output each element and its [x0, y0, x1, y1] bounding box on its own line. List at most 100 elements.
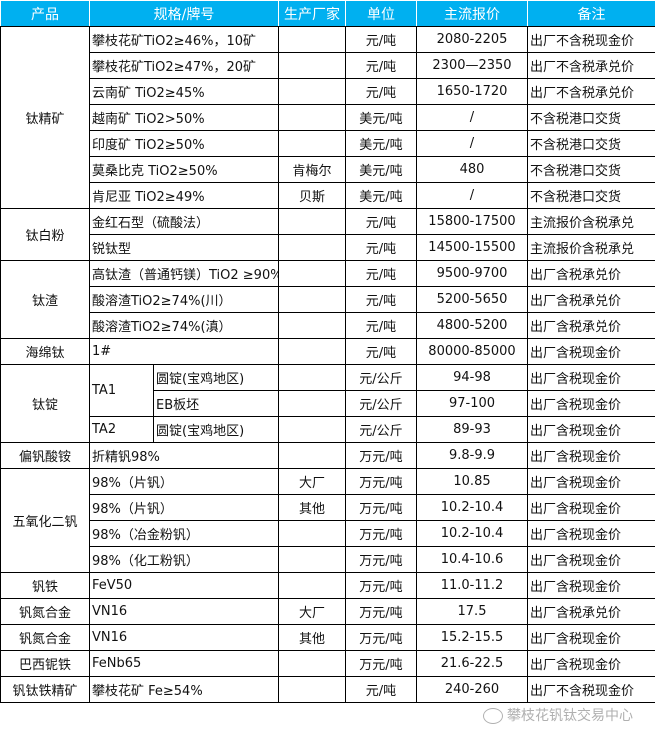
note-cell: 不含税港口交货	[527, 156, 655, 183]
note-cell: 出厂含税现金价	[527, 546, 655, 573]
table-row: 钛精矿 攀枝花矿TiO2≥46%，10矿 元/吨 2080-2205 出厂不含税现金价	[0, 26, 655, 209]
spec-cell: 攀枝花矿TiO2≥47%，20矿	[89, 52, 279, 79]
table-row: 攀枝花矿TiO2≥47%，20矿 元/吨 2300—2350 出厂不含税承兑价	[1, 52, 655, 79]
table-row: 云南矿 TiO2≥45% 元/吨 1650-1720 出厂不含税承兑价	[1, 78, 655, 105]
unit-cell: 万元/吨	[345, 520, 417, 547]
spec-cell: 酸溶渣TiO2≥74%(滇）	[89, 312, 279, 339]
maker-cell	[278, 364, 346, 391]
note-cell: 出厂含税现金价	[527, 494, 655, 521]
note-cell: 出厂含税现金价	[527, 416, 655, 443]
price-cell: 10.2-10.4	[416, 494, 528, 521]
product-cell: 钛白粉	[0, 208, 90, 261]
unit-cell: 元/公斤	[345, 416, 417, 443]
spec-cell: 高钛渣（普通钙镁）TiO2 ≥90%	[89, 260, 279, 287]
note-cell: 出厂含税现金价	[527, 650, 655, 677]
note-cell: 出厂含税现金价	[527, 364, 655, 391]
unit-cell: 元/公斤	[345, 364, 417, 391]
unit-cell: 元/吨	[345, 208, 417, 235]
price-cell: 10.85	[416, 468, 528, 495]
unit-cell: 万元/吨	[345, 624, 417, 651]
price-cell: 240-260	[416, 676, 528, 703]
table-row: 巴西铌铁 FeNb65 万元/吨 21.6-22.5 出厂含税现金价	[0, 650, 655, 677]
note-cell: 出厂含税现金价	[527, 390, 655, 417]
price-cell: 10.4-10.6	[416, 546, 528, 573]
price-cell: 4800-5200	[416, 312, 528, 339]
note-cell: 出厂不含税承兑价	[527, 52, 655, 79]
note-cell: 出厂含税承兑价	[527, 598, 655, 625]
spec-cell: 肯尼亚 TiO2≥49%	[89, 182, 279, 209]
note-cell: 出厂含税承兑价	[527, 312, 655, 339]
grade-cell: TA1	[89, 364, 154, 417]
product-cell: 钛渣	[0, 260, 90, 339]
note-cell: 出厂不含税现金价	[527, 26, 655, 53]
price-cell: 5200-5650	[416, 286, 528, 313]
price-cell: 94-98	[416, 364, 528, 391]
spec-cell: EB板坯	[153, 390, 279, 417]
maker-cell: 其他	[278, 624, 346, 651]
spec-cell: 圆锭(宝鸡地区)	[153, 416, 279, 443]
maker-cell: 贝斯	[278, 182, 346, 209]
table-row: 莫桑比克 TiO2≥50% 肯梅尔 美元/吨 480 不含税港口交货	[1, 156, 655, 183]
header-price: 主流报价	[416, 0, 528, 27]
unit-cell: 美元/吨	[345, 130, 417, 157]
header-note: 备注	[527, 0, 655, 27]
maker-cell	[278, 338, 346, 365]
header-maker: 生产厂家	[278, 0, 346, 27]
maker-cell	[278, 78, 346, 105]
table-row: 五氧化二钒 98%（片钒） 大厂 万元/吨 10.85 出厂含税现金价	[0, 468, 655, 573]
header-product: 产品	[0, 0, 90, 27]
product-cell: 钛精矿	[0, 26, 90, 209]
note-cell: 出厂含税现金价	[527, 442, 655, 469]
maker-cell	[278, 520, 346, 547]
unit-cell: 元/公斤	[345, 390, 417, 417]
product-cell: 钒氮合金	[0, 624, 90, 651]
table-row: 98%（片钒） 其他 万元/吨 10.2-10.4 出厂含税现金价	[1, 494, 655, 521]
spec-cell: 锐钛型	[89, 234, 279, 261]
price-cell: /	[416, 182, 528, 209]
price-cell: 97-100	[416, 390, 528, 417]
spec-cell: 98%（化工粉钒）	[89, 546, 279, 573]
unit-cell: 万元/吨	[345, 650, 417, 677]
spec-cell: 折精钒98%	[89, 442, 279, 469]
table-row: 印度矿 TiO2≥50% 美元/吨 / 不含税港口交货	[1, 130, 655, 157]
maker-cell	[278, 416, 346, 443]
spec-cell: 莫桑比克 TiO2≥50%	[89, 156, 279, 183]
maker-cell	[278, 286, 346, 313]
unit-cell: 万元/吨	[345, 546, 417, 573]
maker-cell	[278, 260, 346, 287]
table-row: 钒钛铁精矿 攀枝花矿 Fe≥54% 元/吨 240-260 出厂不含税现金价	[0, 676, 655, 703]
price-cell: 89-93	[416, 416, 528, 443]
product-cell: 巴西铌铁	[0, 650, 90, 677]
note-cell: 出厂含税承兑价	[527, 286, 655, 313]
maker-cell: 其他	[278, 494, 346, 521]
maker-cell: 大厂	[278, 598, 346, 625]
table-row: 锐钛型 元/吨 14500-15500 主流报价含税承兑	[1, 234, 655, 261]
maker-cell	[278, 312, 346, 339]
spec-cell: 印度矿 TiO2≥50%	[89, 130, 279, 157]
table-row: 钛白粉 金红石型（硫酸法） 元/吨 15800-17500 主流报价含税承兑	[0, 208, 655, 261]
note-cell: 不含税港口交货	[527, 104, 655, 131]
price-cell: 480	[416, 156, 528, 183]
maker-cell	[278, 208, 346, 235]
spec-cell: 98%（片钒）	[89, 468, 279, 495]
unit-cell: 万元/吨	[345, 494, 417, 521]
note-cell: 出厂不含税现金价	[527, 676, 655, 703]
unit-cell: 元/吨	[345, 52, 417, 79]
unit-cell: 元/吨	[345, 260, 417, 287]
table-row: 海绵钛 1# 元/吨 80000-85000 出厂含税现金价	[0, 338, 655, 365]
maker-cell	[278, 390, 346, 417]
unit-cell: 元/吨	[345, 312, 417, 339]
price-cell: 14500-15500	[416, 234, 528, 261]
table-row: 酸溶渣TiO2≥74%(滇） 元/吨 4800-5200 出厂含税承兑价	[1, 312, 655, 339]
spec-cell: 攀枝花矿 Fe≥54%	[89, 676, 279, 703]
unit-cell: 元/吨	[345, 676, 417, 703]
watermark-text: 攀枝花钒钛交易中心	[507, 708, 633, 724]
maker-cell	[278, 130, 346, 157]
price-cell: 2080-2205	[416, 26, 528, 53]
price-cell: 9500-9700	[416, 260, 528, 287]
table-row: 越南矿 TiO2>50% 美元/吨 / 不含税港口交货	[1, 104, 655, 131]
table-row: 酸溶渣TiO2≥74%(川） 元/吨 5200-5650 出厂含税承兑价	[1, 286, 655, 313]
spec-cell: 金红石型（硫酸法）	[89, 208, 279, 235]
table-row: 98%（冶金粉钒） 万元/吨 10.2-10.4 出厂含税现金价	[1, 520, 655, 547]
price-cell: /	[416, 130, 528, 157]
